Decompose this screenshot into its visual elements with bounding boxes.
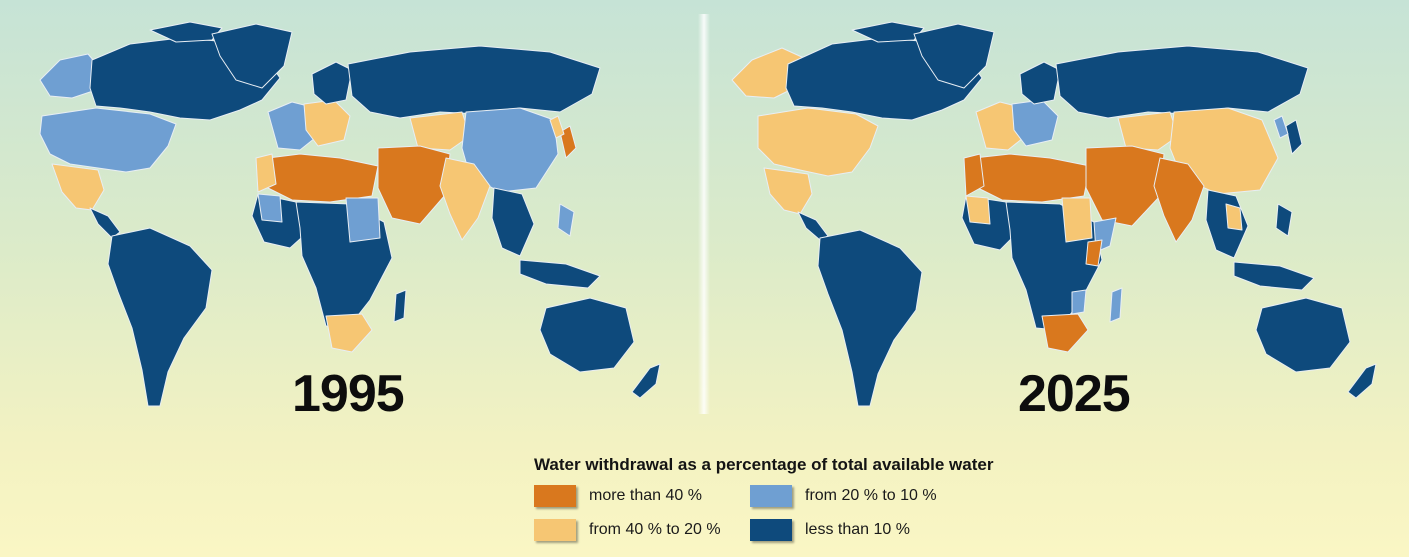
region-philippines — [1275, 203, 1293, 237]
region-russia — [1055, 45, 1309, 119]
year-label-1995: 1995 — [292, 365, 405, 423]
region-west-africa-light — [257, 193, 283, 223]
legend-label: less than 10 % — [805, 521, 910, 538]
world-map-2025 — [731, 21, 1377, 407]
region-mozambique — [1071, 289, 1087, 315]
region-greenland — [913, 23, 995, 89]
region-new-zealand — [1347, 363, 1377, 399]
region-korea — [1273, 115, 1289, 139]
legend: Water withdrawal as a percentage of tota… — [534, 455, 1054, 550]
legend-swatch — [750, 485, 792, 507]
region-greenland — [211, 23, 293, 89]
region-morocco — [963, 153, 985, 197]
region-sudan — [1061, 197, 1093, 243]
region-india — [1153, 157, 1205, 243]
region-mexico — [51, 163, 105, 211]
region-russia — [347, 45, 601, 119]
region-japan — [1285, 119, 1303, 155]
region-central-asia — [1117, 111, 1179, 151]
region-south-africa — [1041, 313, 1089, 353]
region-middle-east — [1085, 145, 1165, 227]
region-arctic-islands — [851, 21, 925, 43]
region-south-africa — [325, 313, 373, 353]
region-southeast-asia — [491, 187, 535, 257]
legend-swatch — [750, 519, 792, 541]
region-sudan — [345, 197, 381, 243]
region-usa — [757, 107, 879, 177]
legend-swatch — [534, 485, 576, 507]
region-north-africa — [267, 153, 379, 203]
region-madagascar — [393, 289, 407, 323]
legend-swatch — [534, 519, 576, 541]
panel-divider — [698, 14, 710, 414]
region-west-africa-light — [965, 195, 991, 225]
region-mexico — [763, 167, 813, 215]
map-panel-1995: 1995 — [0, 8, 690, 423]
region-korea — [549, 115, 565, 139]
region-morocco — [255, 153, 277, 193]
region-east-africa-orange — [1085, 239, 1103, 267]
region-new-zealand — [631, 363, 661, 399]
region-scandinavia — [1019, 61, 1061, 105]
region-australia — [1255, 297, 1351, 373]
region-indonesia — [1233, 261, 1315, 291]
legend-title: Water withdrawal as a percentage of tota… — [534, 455, 994, 474]
region-north-africa — [973, 153, 1091, 203]
legend-label: from 20 % to 10 % — [805, 487, 937, 504]
region-philippines — [557, 203, 575, 237]
region-central-asia — [409, 111, 471, 151]
world-map-1995 — [39, 21, 661, 407]
year-label-2025: 2025 — [1018, 365, 1131, 423]
region-thailand — [1225, 203, 1243, 231]
region-scandinavia — [311, 61, 353, 105]
region-central-america — [797, 211, 829, 241]
region-indonesia — [519, 259, 601, 289]
region-central-america — [89, 207, 121, 239]
region-arctic-islands — [149, 21, 223, 43]
region-india — [439, 157, 491, 241]
legend-label: more than 40 % — [589, 487, 702, 504]
region-madagascar — [1109, 287, 1123, 323]
region-south-america — [817, 229, 923, 407]
legend-label: from 40 % to 20 % — [589, 521, 721, 538]
region-china — [461, 107, 559, 193]
region-south-america — [107, 227, 213, 407]
region-australia — [539, 297, 635, 373]
region-usa — [39, 107, 177, 173]
region-china — [1169, 107, 1279, 195]
region-middle-east — [377, 145, 451, 225]
map-panel-2025: 2025 — [712, 8, 1402, 423]
